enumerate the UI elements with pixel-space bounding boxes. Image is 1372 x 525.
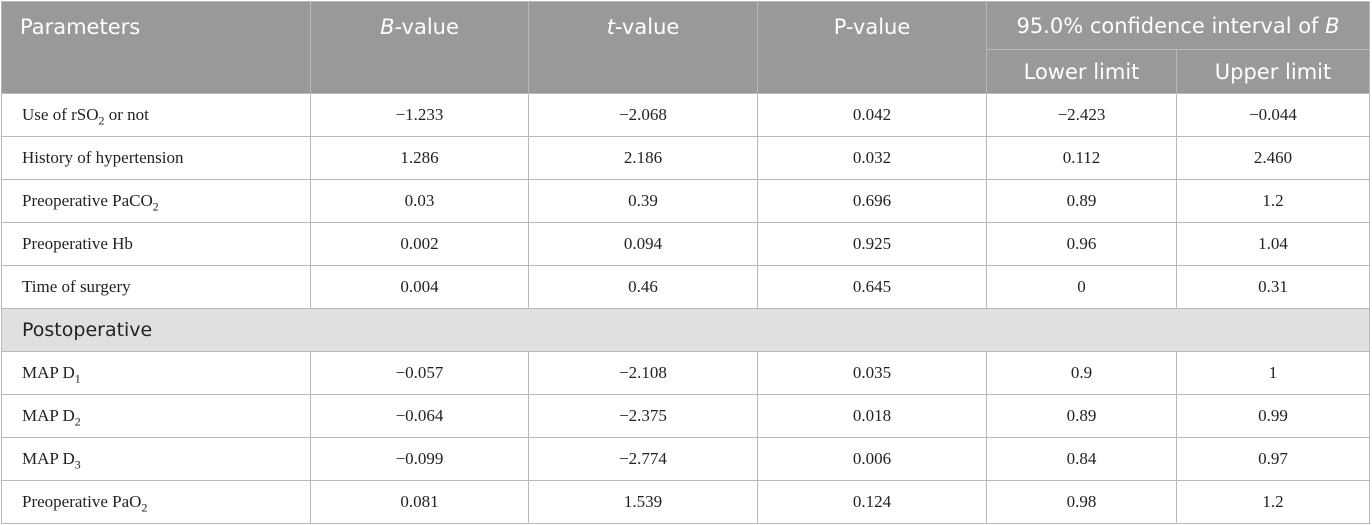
upper-limit-cell: 1.2: [1175, 480, 1371, 524]
b-value-cell: 0.081: [310, 480, 529, 524]
lower-limit-cell: 0.89: [986, 179, 1177, 223]
parameter-name: Preoperative Hb: [22, 234, 133, 253]
header-b-value: B-value: [310, 1, 529, 94]
t-value-cell: 0.39: [528, 179, 758, 223]
t-value-cell: −2.108: [528, 351, 758, 395]
b-value-cell: 0.03: [310, 179, 529, 223]
table-row: MAP D3 −0.099 −2.774 0.006 0.84 0.97: [1, 437, 1371, 481]
table-row: Preoperative PaCO2 0.03 0.39 0.696 0.89 1.2: [1, 179, 1371, 223]
parameter-name: MAP D: [22, 406, 75, 425]
lower-limit-cell: 0.96: [986, 222, 1177, 266]
table-row: Preoperative PaO2 0.081 1.539 0.124 0.98 1.2: [1, 480, 1371, 524]
upper-limit-cell: 0.97: [1175, 437, 1371, 481]
b-italic: B: [380, 15, 395, 39]
t-value-cell: 2.186: [528, 136, 758, 180]
parameter-subscript: 2: [74, 414, 81, 429]
p-value-cell: 0.042: [757, 93, 987, 137]
b-value-cell: −1.233: [310, 93, 529, 137]
upper-limit-cell: 1.04: [1175, 222, 1371, 266]
p-value-cell: 0.018: [757, 394, 987, 438]
upper-limit-cell: 0.31: [1175, 265, 1371, 309]
parameter-cell: Preoperative Hb: [1, 222, 311, 266]
parameter-subscript: 2: [141, 500, 148, 515]
header-upper-limit: Upper limit: [1175, 49, 1371, 94]
parameter-name-suffix: or not: [104, 105, 149, 124]
parameter-name: MAP D: [22, 449, 75, 468]
parameter-cell: MAP D3: [1, 437, 311, 481]
parameter-name: Preoperative PaCO: [22, 191, 153, 210]
lower-limit-cell: 0.98: [986, 480, 1177, 524]
b-value-cell: −0.099: [310, 437, 529, 481]
t-value-cell: −2.375: [528, 394, 758, 438]
t-italic: t: [606, 15, 615, 39]
table-row: History of hypertension 1.286 2.186 0.032 0.…: [1, 136, 1371, 180]
table-row: Time of surgery 0.004 0.46 0.645 0 0.31: [1, 265, 1371, 309]
parameter-name: MAP D: [22, 363, 75, 382]
upper-limit-cell: −0.044: [1175, 93, 1371, 137]
parameter-subscript: 2: [152, 199, 159, 214]
p-value-cell: 0.035: [757, 351, 987, 395]
parameter-subscript: 2: [98, 113, 105, 128]
b-value-cell: −0.057: [310, 351, 529, 395]
upper-limit-cell: 1: [1175, 351, 1371, 395]
header-p-value: P-value: [757, 1, 987, 94]
parameter-cell: Preoperative PaO2: [1, 480, 311, 524]
t-value-cell: −2.068: [528, 93, 758, 137]
p-value-cell: 0.696: [757, 179, 987, 223]
header-parameters: Parameters: [1, 1, 311, 94]
p-value-cell: 0.645: [757, 265, 987, 309]
table-row: Preoperative Hb 0.002 0.094 0.925 0.96 1.04: [1, 222, 1371, 266]
p-value-cell: 0.925: [757, 222, 987, 266]
parameter-name: Preoperative PaO: [22, 492, 142, 511]
parameter-subscript: 1: [74, 371, 81, 386]
upper-limit-cell: 0.99: [1175, 394, 1371, 438]
parameter-name: Use of rSO: [22, 105, 99, 124]
p-value-cell: 0.124: [757, 480, 987, 524]
parameter-name: Time of surgery: [22, 277, 131, 296]
header-confidence-interval: 95.0% confidence interval of B: [985, 1, 1371, 50]
table-row: MAP D1 −0.057 −2.108 0.035 0.9 1: [1, 351, 1371, 395]
b-value-cell: 0.002: [310, 222, 529, 266]
lower-limit-cell: 0.112: [986, 136, 1177, 180]
parameter-name: History of hypertension: [22, 148, 184, 167]
header-lower-limit: Lower limit: [986, 49, 1177, 94]
p-value-cell: 0.032: [757, 136, 987, 180]
t-value-cell: −2.774: [528, 437, 758, 481]
parameter-cell: Time of surgery: [1, 265, 311, 309]
section-row: Postoperative: [0, 308, 1371, 352]
table-row: Use of rSO2 or not −1.233 −2.068 0.042 −2.42…: [1, 93, 1371, 137]
section-label: Postoperative: [0, 308, 1371, 352]
t-value-cell: 0.46: [528, 265, 758, 309]
t-suffix: -value: [614, 15, 680, 39]
parameter-cell: MAP D2: [1, 394, 311, 438]
lower-limit-cell: 0.9: [986, 351, 1177, 395]
section-postoperative: Postoperative: [0, 308, 1371, 352]
t-value-cell: 0.094: [528, 222, 758, 266]
b-value-cell: 0.004: [310, 265, 529, 309]
table-body-top: Use of rSO2 or not −1.233 −2.068 0.042 −2.42…: [1, 93, 1371, 309]
ci-italic: B: [1325, 13, 1340, 38]
b-suffix: -value: [394, 15, 459, 39]
table-row: MAP D2 −0.064 −2.375 0.018 0.89 0.99: [1, 394, 1371, 438]
b-value-cell: 1.286: [310, 136, 529, 180]
header-t-value: t-value: [528, 1, 758, 94]
parameter-cell: Preoperative PaCO2: [1, 179, 311, 223]
parameter-subscript: 3: [74, 457, 81, 472]
parameter-cell: Use of rSO2 or not: [1, 93, 311, 137]
p-value-cell: 0.006: [757, 437, 987, 481]
lower-limit-cell: 0.89: [986, 394, 1177, 438]
upper-limit-cell: 2.460: [1175, 136, 1371, 180]
ci-text: 95.0% confidence interval of: [1016, 13, 1326, 38]
t-value-cell: 1.539: [528, 480, 758, 524]
lower-limit-cell: −2.423: [986, 93, 1177, 137]
lower-limit-cell: 0.84: [986, 437, 1177, 481]
parameter-cell: MAP D1: [1, 351, 311, 395]
lower-limit-cell: 0: [986, 265, 1177, 309]
upper-limit-cell: 1.2: [1175, 179, 1371, 223]
table-header: Parameters B-value t-value P-value 95.0%…: [1, 1, 1371, 94]
b-value-cell: −0.064: [310, 394, 529, 438]
table-body-bottom: MAP D1 −0.057 −2.108 0.035 0.9 1 MAP D2 −0.064−…: [1, 351, 1371, 524]
parameter-cell: History of hypertension: [1, 136, 311, 180]
